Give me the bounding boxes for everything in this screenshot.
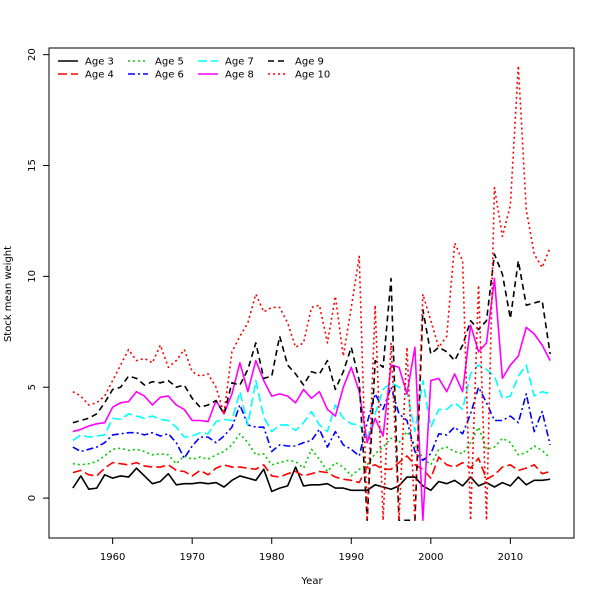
legend-label: Age 6 <box>155 70 184 81</box>
series-line-age-10 <box>72 64 551 522</box>
legend-label: Age 9 <box>295 57 324 68</box>
series-line-age-5 <box>72 426 551 477</box>
y-tick-label: 15 <box>27 159 38 172</box>
legend-item: Age 10 <box>268 70 330 81</box>
series-line-age-9 <box>72 253 551 522</box>
series-line-age-6 <box>72 386 551 462</box>
x-axis: 1960 1970 1980 1990 2000 2010 <box>100 538 523 563</box>
x-tick-label: 2000 <box>418 552 443 563</box>
y-tick-label: 20 <box>27 48 38 61</box>
y-tick-label: 5 <box>27 384 38 390</box>
legend-item: Age 6 <box>128 70 184 81</box>
y-axis-title: Stock mean weight <box>3 246 14 342</box>
x-axis-title: Year <box>300 576 323 587</box>
legend-item: Age 8 <box>198 70 254 81</box>
legend-label: Age 8 <box>225 70 254 81</box>
series-line-age-4 <box>72 455 551 484</box>
series-line-age-8 <box>72 277 551 522</box>
legend-label: Age 4 <box>85 70 114 81</box>
x-tick-label: 1990 <box>339 552 364 563</box>
series-line-age-3 <box>72 466 551 493</box>
legend-item: Age 5 <box>128 57 184 68</box>
y-axis: 0 5 10 15 20 <box>27 48 49 501</box>
legend-label: Age 10 <box>295 70 330 81</box>
plot-frame <box>48 47 575 539</box>
series-line-age-7 <box>72 364 551 442</box>
legend-item: Age 9 <box>268 57 324 68</box>
legend-label: Age 3 <box>85 57 114 68</box>
y-tick-label: 10 <box>27 270 38 283</box>
x-tick-label: 1970 <box>179 552 204 563</box>
x-tick-label: 1980 <box>259 552 284 563</box>
series-layer <box>72 64 551 522</box>
legend-item: Age 4 <box>58 70 114 81</box>
y-tick-label: 0 <box>27 495 38 501</box>
legend: Age 3 Age 4 Age 5 Age 6 Age 7 Age 8 Age 9 Age 1… <box>58 57 330 81</box>
legend-item: Age 7 <box>198 57 254 68</box>
x-tick-label: 1960 <box>100 552 125 563</box>
legend-label: Age 7 <box>225 57 254 68</box>
x-tick-label: 2010 <box>498 552 523 563</box>
legend-label: Age 5 <box>155 57 184 68</box>
legend-item: Age 3 <box>58 57 114 68</box>
